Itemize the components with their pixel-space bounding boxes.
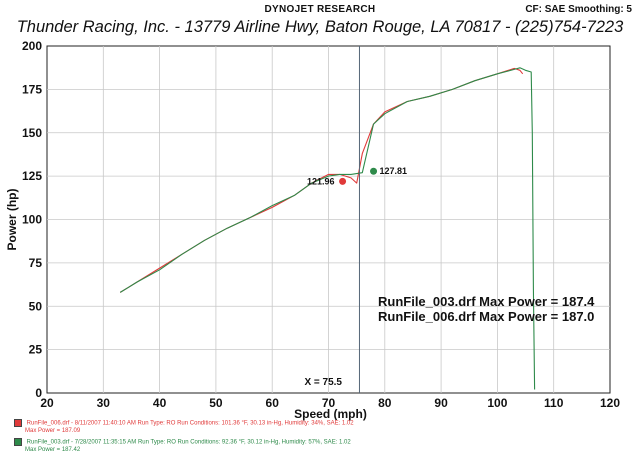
- x-tick-label: 50: [209, 396, 223, 410]
- max-power-annotation: RunFile_006.drf Max Power = 187.0: [378, 309, 594, 324]
- cf-smoothing-label: CF: SAE Smoothing: 5: [525, 4, 632, 15]
- header-title: DYNOJET RESEARCH: [264, 4, 376, 15]
- y-axis-label: Power (hp): [5, 188, 19, 250]
- x-tick-label: 40: [153, 396, 167, 410]
- series-line-run003: [119, 67, 536, 390]
- x-axis-label: Speed (mph): [294, 407, 367, 421]
- legend-color-swatch: [14, 438, 22, 446]
- legend-max-power: Max Power = 187.42: [25, 446, 81, 453]
- legend-file-info: RunFile_006.drf - 8/11/2007 11:40:10 AM …: [26, 420, 354, 427]
- chart-subtitle: Thunder Racing, Inc. - 13779 Airline Hwy…: [16, 18, 624, 36]
- y-tick-label: 200: [22, 39, 42, 53]
- data-marker: [339, 177, 347, 185]
- y-tick-label: 75: [29, 256, 43, 270]
- data-marker: [370, 167, 378, 175]
- y-tick-label: 125: [22, 169, 42, 183]
- x-tick-label: 120: [600, 396, 620, 410]
- x-tick-label: 90: [434, 396, 448, 410]
- marker-label: 127.81: [380, 166, 408, 176]
- y-tick-label: 175: [22, 82, 42, 96]
- y-tick-label: 100: [22, 213, 42, 227]
- marker-label: 121.96: [307, 176, 335, 186]
- x-tick-label: 110: [544, 396, 564, 410]
- x-tick-label: 80: [378, 396, 392, 410]
- y-tick-label: 150: [22, 126, 42, 140]
- y-tick-label: 25: [29, 343, 43, 357]
- cursor-label: X = 75.5: [304, 377, 342, 388]
- x-tick-label: 30: [97, 396, 111, 410]
- x-tick-label: 60: [266, 396, 280, 410]
- x-tick-label: 70: [322, 396, 336, 410]
- legend-max-power: Max Power = 187.09: [25, 427, 81, 434]
- y-tick-label: 0: [35, 386, 42, 400]
- y-tick-label: 50: [29, 299, 43, 313]
- x-tick-label: 100: [487, 396, 507, 410]
- legend-file-info: RunFile_003.drf - 7/28/2007 11:35:15 AM …: [26, 439, 351, 446]
- max-power-annotation: RunFile_003.drf Max Power = 187.4: [378, 294, 595, 309]
- legend-color-swatch: [14, 419, 22, 427]
- x-tick-label: 20: [40, 396, 54, 410]
- legend-item-run003[interactable]: RunFile_003.drf - 7/28/2007 11:35:15 AM …: [14, 438, 351, 454]
- legend-item-run006[interactable]: RunFile_006.drf - 8/11/2007 11:40:10 AM …: [14, 419, 354, 435]
